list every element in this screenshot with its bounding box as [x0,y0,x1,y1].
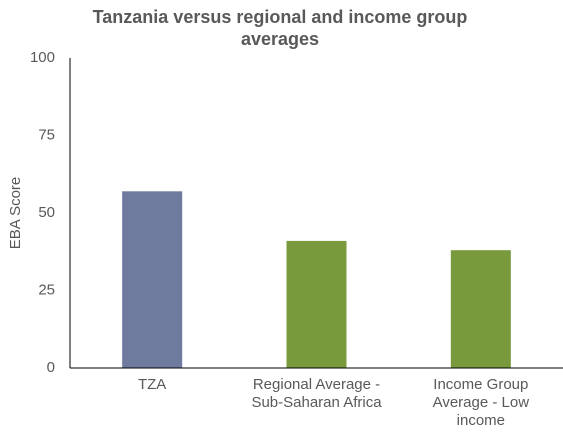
bar [450,250,511,368]
y-tick-label: 100 [30,49,55,66]
y-axis-label: EBA Score [7,177,24,250]
y-tick-label: 50 [38,204,55,221]
chart-title: Tanzania versus regional and income grou… [92,7,468,49]
x-tick-label: Income Group Average - Low income [432,376,530,429]
x-tick-label: Regional Average - Sub-Saharan Africa [251,376,382,411]
y-tick-label: 75 [38,126,55,143]
bar [286,240,347,368]
bar [122,191,183,368]
y-tick-label: 25 [38,281,55,298]
x-tick-label: TZA [137,376,167,393]
y-tick-label: 0 [47,359,55,376]
